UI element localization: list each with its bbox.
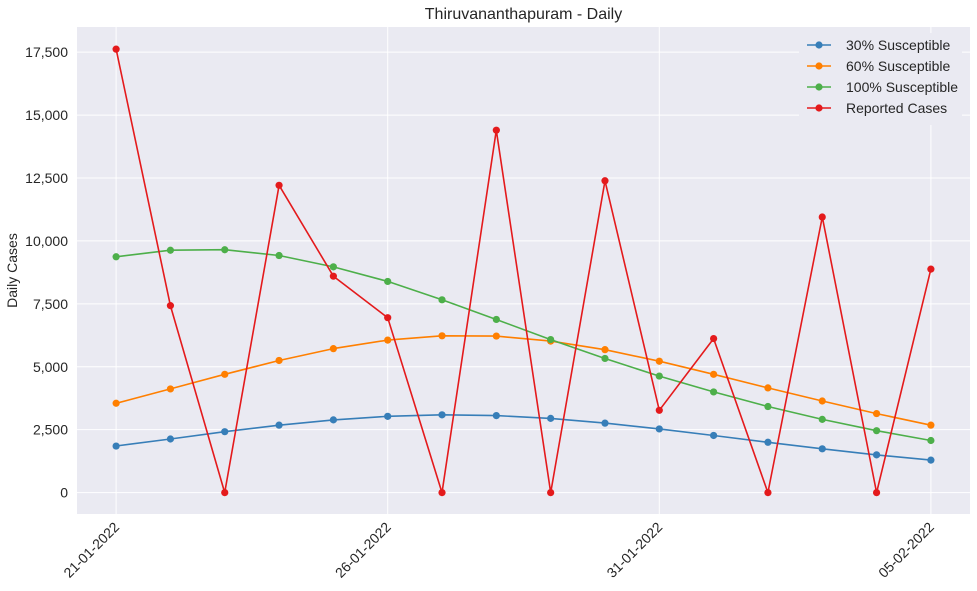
y-axis-ticks: 0 2,500 5,000 7,500 10,000 12,500 15,000 17,500 [25,44,68,500]
data-point [166,246,175,254]
y-tick-label: 17,500 [25,44,68,60]
y-tick-label: 2,500 [33,422,68,438]
data-point [927,421,935,429]
data-point [655,372,663,380]
data-point [601,354,609,363]
data-point [872,409,881,418]
data-point [872,489,881,497]
y-tick-label: 0 [60,485,68,501]
data-point [329,345,337,353]
y-axis-title: Daily Cases [4,233,20,308]
series-layer [112,45,935,497]
data-point [655,406,663,414]
data-point [492,332,500,340]
data-point [927,265,935,273]
data-point [601,177,609,185]
data-point [438,296,446,304]
series-line [115,48,932,494]
data-point [275,181,283,189]
data-point [710,334,718,343]
data-point [384,277,392,286]
legend-entry: Reported Cases [807,100,947,116]
series-line [116,248,932,442]
y-tick-label: 5,000 [33,359,68,375]
data-point [655,357,663,365]
data-point [438,332,446,340]
series-reported-cases [112,45,935,497]
legend-swatch-marker [815,104,823,112]
data-point [710,370,718,378]
series-30-susceptible [112,411,935,464]
data-point [221,246,229,254]
y-tick-label: 12,500 [25,170,68,186]
series-line [115,334,932,426]
data-point [329,263,337,271]
data-point [710,388,718,396]
data-point [872,427,881,435]
data-point [818,213,826,221]
y-tick-label: 10,000 [25,233,68,249]
y-tick-label: 7,500 [33,296,68,312]
data-point [764,402,772,411]
data-point [329,272,337,280]
legend-entry: 60% Susceptible [807,58,951,74]
legend-entry: 30% Susceptible [807,37,951,53]
data-point [710,431,718,440]
data-point [221,370,229,378]
series-100-susceptible [112,246,935,445]
legend-box [799,33,962,125]
data-point [166,435,175,443]
data-point [384,314,392,322]
legend-label: 30% Susceptible [846,37,951,53]
data-point [927,436,935,445]
series-line [115,413,931,461]
legend: 30% Susceptible 60% Susceptible 100% Susce… [799,33,962,125]
data-point [112,253,120,261]
data-point [275,251,283,260]
legend-label: Reported Cases [846,100,947,116]
data-point [764,384,772,392]
data-point [492,126,500,134]
data-point [927,456,935,464]
data-point [438,411,446,419]
data-point [872,451,881,459]
data-point [492,315,500,324]
data-point [221,489,229,497]
legend-swatch-marker [815,62,823,70]
data-point [166,302,175,310]
y-tick-label: 15,000 [25,107,68,123]
legend-label: 100% Susceptible [846,79,958,95]
data-point [112,45,120,53]
legend-label: 60% Susceptible [846,58,951,74]
data-point [166,385,175,393]
data-point [547,414,555,422]
data-point [818,445,826,453]
data-point [112,399,120,407]
data-point [492,411,500,420]
data-point [655,425,663,433]
legend-entry: 100% Susceptible [807,79,958,95]
data-point [818,415,826,423]
data-point [764,438,772,446]
data-point [601,419,609,427]
data-point [384,412,392,420]
data-point [438,489,446,497]
data-point [329,416,337,424]
legend-swatch-marker [815,83,823,91]
data-point [275,356,283,365]
data-point [112,442,120,450]
data-point [601,346,609,354]
chart-title: Thiruvananthapuram - Daily [425,6,622,23]
data-point [221,428,229,436]
data-point [764,489,772,497]
legend-swatch-marker [815,41,823,49]
data-point [818,397,826,405]
data-point [547,335,555,344]
data-point [384,336,392,344]
data-point [547,489,555,497]
data-point [275,421,283,429]
